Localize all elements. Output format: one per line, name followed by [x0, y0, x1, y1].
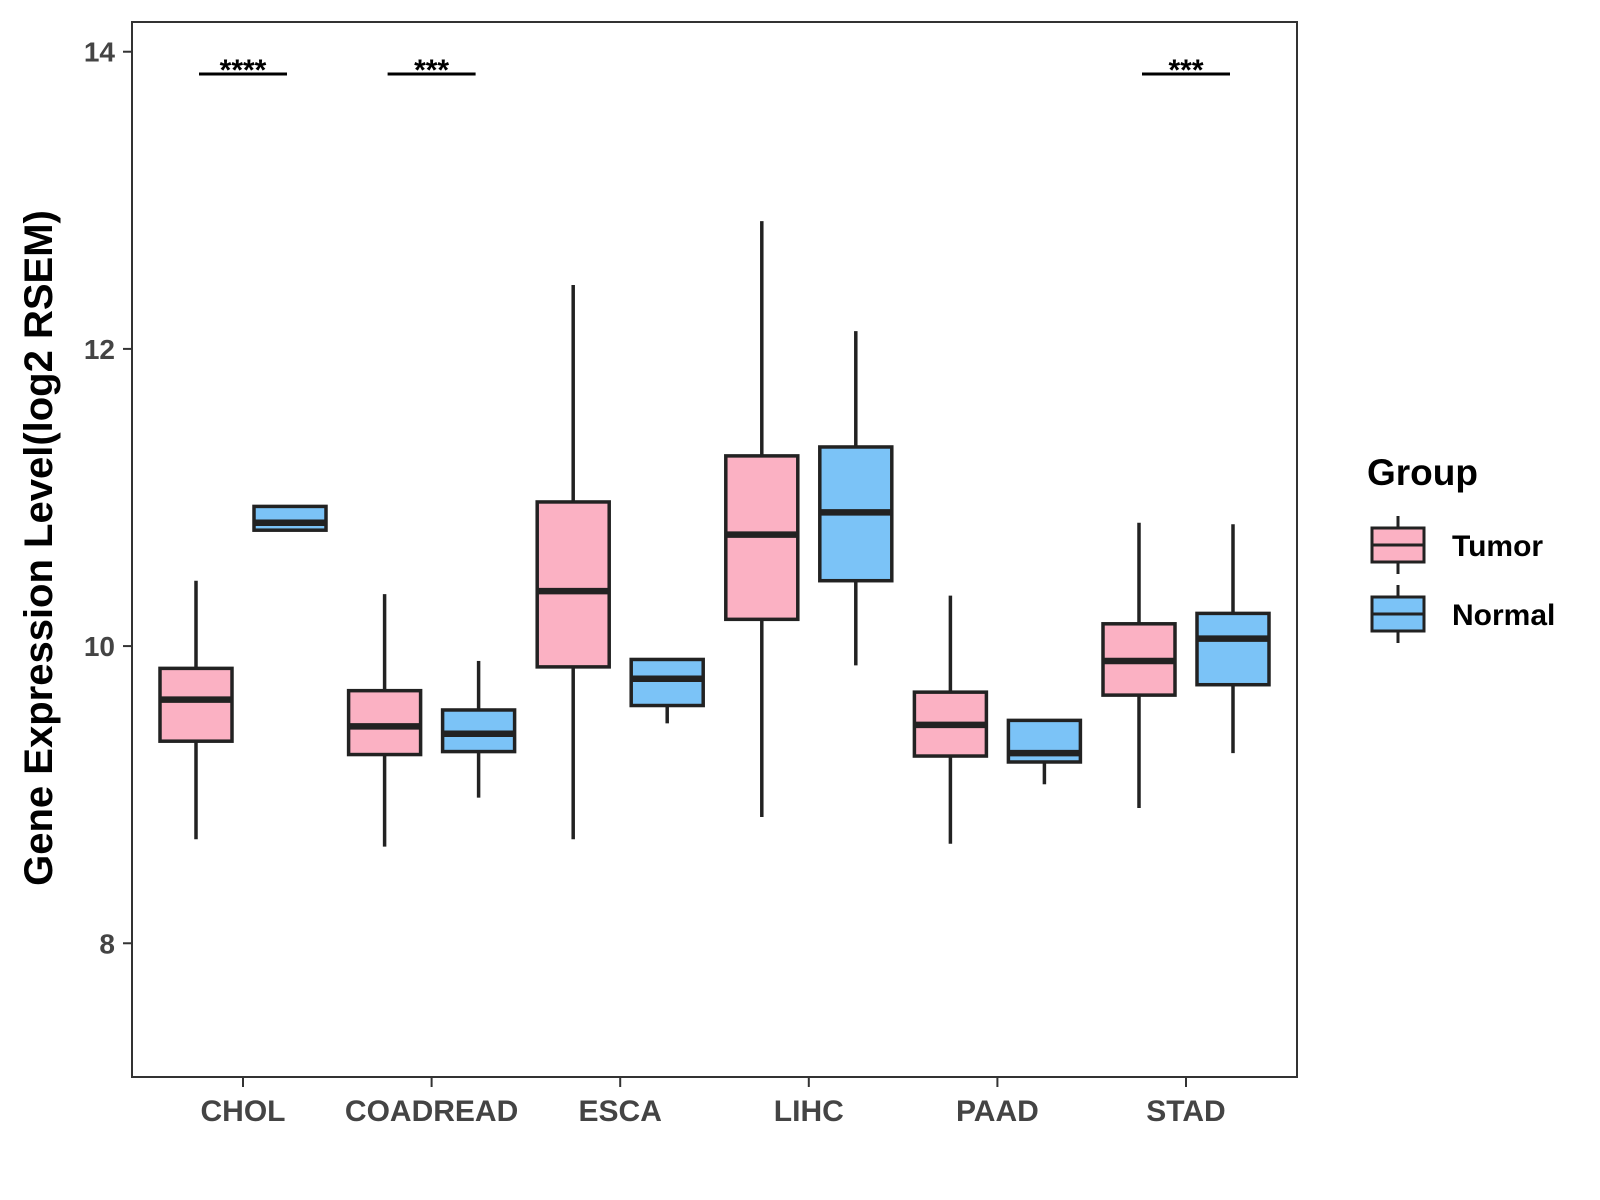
x-tick-label-paad: PAAD — [956, 1095, 1039, 1128]
box-tumor-esca — [535, 500, 611, 669]
y-tick-label: 14 — [84, 37, 116, 68]
box-normal-chol — [252, 504, 328, 532]
box-tumor-coadread — [346, 688, 423, 757]
legend-title: Group — [1367, 452, 1478, 493]
y-axis-title: Gene Expression Level(log2 RSEM) — [17, 210, 61, 886]
x-tick-label-coadread: COADREAD — [345, 1095, 518, 1128]
significance-stars-coadread: *** — [414, 54, 449, 87]
box-normal-esca — [629, 657, 705, 708]
y-tick-label: 12 — [84, 334, 115, 365]
x-tick-label-stad: STAD — [1146, 1095, 1225, 1128]
x-tick-label-chol: CHOL — [201, 1095, 286, 1128]
plot-panel — [131, 21, 1298, 1078]
box-normal-stad — [1195, 611, 1271, 687]
significance-stars-stad: *** — [1168, 54, 1203, 87]
panel-border — [131, 21, 1298, 1078]
legend-label-tumor: Tumor — [1452, 530, 1543, 563]
y-tick-label: 10 — [84, 631, 115, 662]
box-tumor-chol — [158, 666, 234, 743]
legend-label-normal: Normal — [1452, 599, 1555, 632]
plot-marks: **** *** *** — [158, 54, 1271, 847]
legend: Group Tumor Normal — [1367, 452, 1555, 643]
x-tick-label-lihc: LIHC — [774, 1095, 844, 1128]
y-tick-label: 8 — [99, 928, 115, 959]
axes: 8 10 12 14 CHOL COADREAD ESCA LIHC PAAD STAD — [84, 37, 1226, 1128]
significance-stars-chol: **** — [220, 54, 267, 87]
x-tick-label-esca: ESCA — [579, 1095, 662, 1128]
